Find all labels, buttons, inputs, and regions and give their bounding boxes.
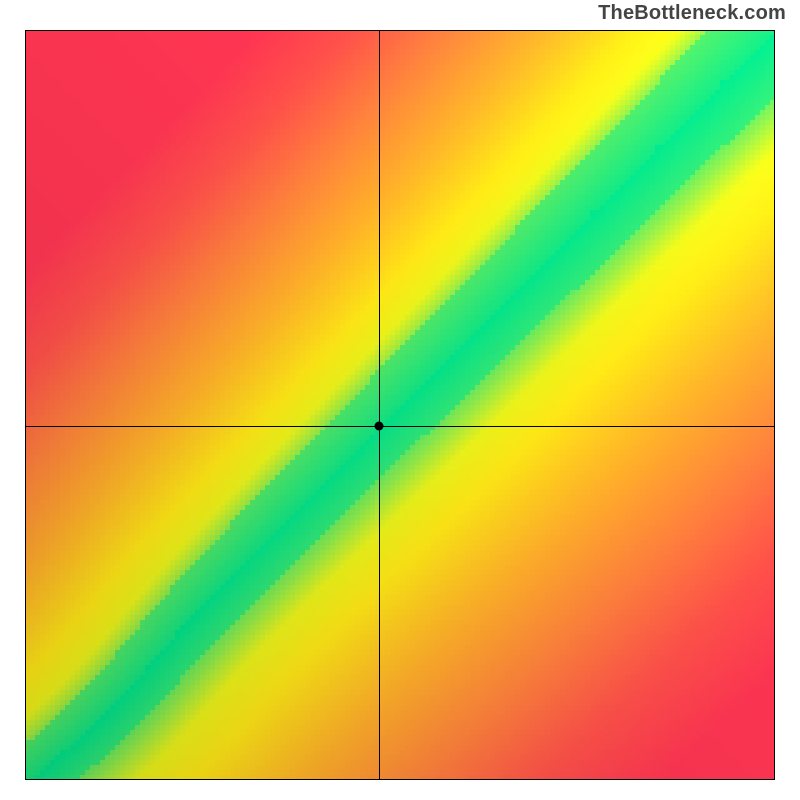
heatmap-plot [25,30,775,780]
chart-container: TheBottleneck.com [0,0,800,800]
watermark-text: TheBottleneck.com [598,2,786,25]
heatmap-canvas [25,30,775,780]
